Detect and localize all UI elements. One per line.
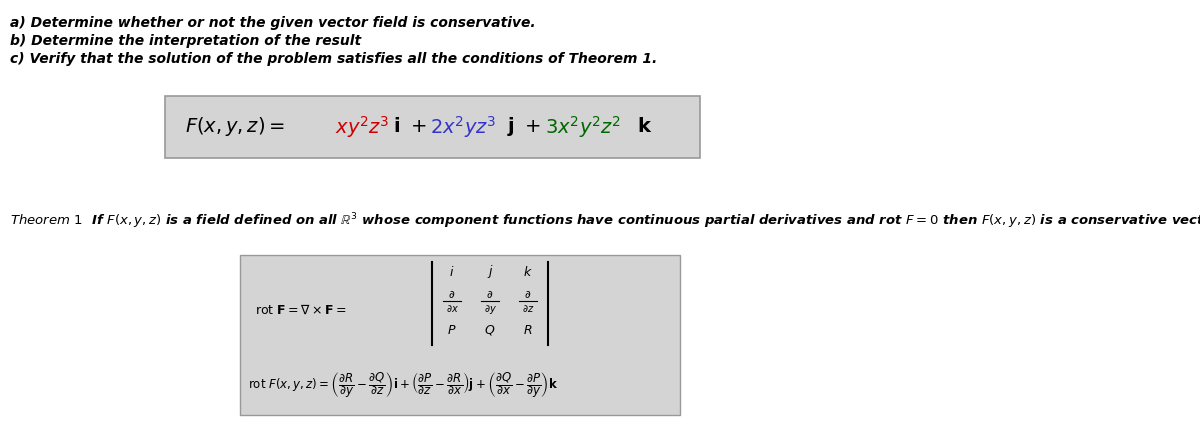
- Text: $\mathit{F}(\mathit{x},\mathit{y},\mathit{z})=$: $\mathit{F}(\mathit{x},\mathit{y},\mathi…: [185, 115, 284, 138]
- Text: $\mathit{x}\mathit{y}^{2}\mathit{z}^{3}$: $\mathit{x}\mathit{y}^{2}\mathit{z}^{3}$: [335, 114, 389, 140]
- Text: $k$: $k$: [523, 265, 533, 279]
- Text: $3\mathit{x}^{2}\mathit{y}^{2}\mathit{z}^{2}$: $3\mathit{x}^{2}\mathit{y}^{2}\mathit{z}…: [545, 114, 622, 140]
- Text: $\mathbf{i}$: $\mathbf{i}$: [394, 118, 400, 136]
- Text: b) Determine the interpretation of the result: b) Determine the interpretation of the r…: [10, 34, 361, 48]
- Text: $2\mathit{x}^{2}\mathit{y}\mathit{z}^{3}$: $2\mathit{x}^{2}\mathit{y}\mathit{z}^{3}…: [430, 114, 497, 140]
- Text: c) Verify that the solution of the problem satisfies all the conditions of Theor: c) Verify that the solution of the probl…: [10, 52, 658, 66]
- Text: $\mathbf{k}$: $\mathbf{k}$: [637, 118, 653, 136]
- Text: $\partial x$: $\partial x$: [445, 303, 458, 314]
- Text: $\mathrm{rot}\ \mathbf{F} = \nabla \times \mathbf{F} =$: $\mathrm{rot}\ \mathbf{F} = \nabla \time…: [256, 303, 347, 317]
- Text: $\partial y$: $\partial y$: [484, 302, 497, 316]
- FancyBboxPatch shape: [166, 96, 700, 158]
- FancyBboxPatch shape: [240, 255, 680, 415]
- Text: a) Determine whether or not the given vector field is conservative.: a) Determine whether or not the given ve…: [10, 16, 535, 30]
- Text: $Q$: $Q$: [485, 323, 496, 337]
- Text: $\mathrm{rot}\ F(x,y,z) = \left(\dfrac{\partial R}{\partial y}-\dfrac{\partial Q: $\mathrm{rot}\ F(x,y,z) = \left(\dfrac{\…: [248, 370, 558, 400]
- Text: $\partial z$: $\partial z$: [522, 303, 534, 314]
- Text: $\partial$: $\partial$: [524, 288, 532, 299]
- Text: $\mathbf{j}$: $\mathbf{j}$: [508, 115, 515, 138]
- Text: $+$: $+$: [410, 118, 426, 136]
- Text: $\partial$: $\partial$: [449, 288, 456, 299]
- Text: $\mathit{Theorem\ 1}$  If $F(x,y,z)$ is a field defined on all $\mathbb{R}^3$ wh: $\mathit{Theorem\ 1}$ If $F(x,y,z)$ is a…: [10, 211, 1200, 231]
- Text: $j$: $j$: [486, 264, 493, 280]
- Text: $\partial$: $\partial$: [486, 288, 493, 299]
- Text: $i$: $i$: [449, 265, 455, 279]
- Text: $+$: $+$: [524, 118, 540, 136]
- Text: $R$: $R$: [523, 323, 533, 337]
- Text: $P$: $P$: [448, 323, 457, 337]
